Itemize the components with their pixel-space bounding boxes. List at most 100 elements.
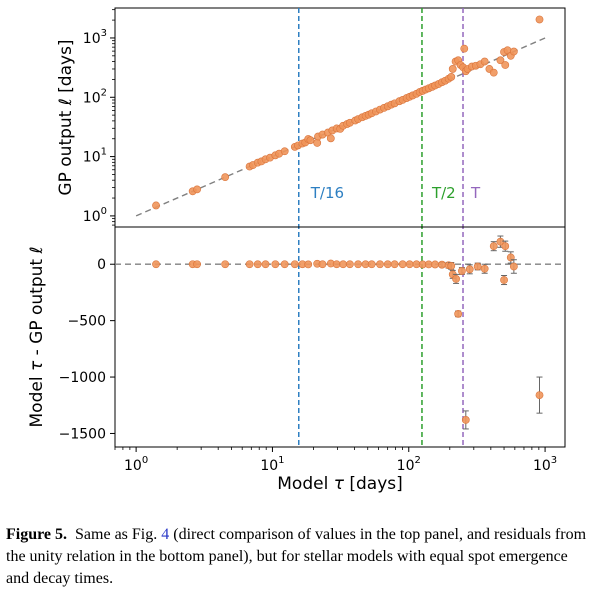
bottom-point-48: [535, 391, 544, 400]
x-axis-label-unit: [days]: [344, 474, 403, 494]
top-point-24: [326, 134, 335, 143]
vline-label-2: T/2: [431, 184, 456, 202]
bottom-point-3: [193, 260, 201, 269]
top-point-20: [313, 139, 322, 147]
vline-label-1: T/16: [310, 184, 344, 202]
bottom-point-42: [489, 242, 498, 251]
axis-labels: Model τ [days]GP output ℓ [days]Model τ …: [27, 39, 403, 494]
bottom-point-37: [458, 267, 466, 275]
bottom-xtick-label-2: 101: [260, 455, 284, 474]
bottom-point-41: [480, 264, 489, 273]
bottom-y-axis-label-mid: - GP output: [27, 254, 47, 361]
bottom-point-47: [509, 262, 518, 271]
top-point-74: [496, 56, 505, 65]
bottom-point-31: [438, 260, 446, 269]
bottom-xtick-label-4: 103: [533, 455, 557, 474]
top-point-19: [306, 136, 315, 145]
vline-label-3: T: [470, 184, 481, 202]
bottom-xtick-label-2-base: 10: [260, 458, 278, 474]
bottom-point-33: [447, 262, 456, 270]
bottom-xtick-label-2-exponent: 1: [278, 455, 284, 466]
bottom-point-23: [383, 260, 392, 269]
top-point-79: [509, 47, 518, 56]
figure-caption: Figure 5. Same as Fig. 4 (direct compari…: [6, 524, 590, 590]
bottom-point-12: [304, 260, 313, 269]
top-ytick-label-1-base: 10: [83, 209, 101, 225]
top-y-axis-label: GP output ℓ [days]: [56, 39, 76, 195]
bottom-plot-frame: [114, 226, 566, 448]
bottom-xtick-label-1-base: 10: [124, 458, 142, 474]
bottom-xtick-label-3-base: 10: [397, 458, 415, 474]
bottom-ytick-label-2: −500: [68, 314, 106, 330]
bottom-xtick-label-3-exponent: 2: [414, 455, 420, 466]
bottom-point-21: [367, 260, 376, 269]
top-ytick-label-4-exponent: 3: [101, 28, 107, 39]
top-ytick-label-4: 103: [83, 28, 107, 47]
bottom-point-16: [332, 260, 341, 269]
bottom-point-25: [398, 260, 407, 269]
top-ytick-label-3-exponent: 2: [101, 87, 107, 98]
top-point-1: [152, 201, 160, 210]
top-point-71: [480, 57, 489, 66]
top-point-65: [460, 44, 469, 53]
bottom-point-22: [376, 260, 384, 269]
bottom-point-19: [354, 260, 363, 269]
bottom-xtick-label-4-base: 10: [533, 458, 551, 474]
caption-text-start: Same as Fig.: [75, 526, 162, 543]
bottom-point-17: [339, 260, 348, 269]
bottom-ytick-label-1: 0: [97, 257, 106, 273]
bottom-point-10: [290, 260, 299, 269]
top-ytick-label-1: 100: [83, 206, 107, 225]
bottom-y-axis-label-symbol2: ℓ: [27, 247, 47, 255]
bottom-y-axis-label-symbol: τ: [27, 360, 47, 371]
top-point-60: [448, 65, 457, 73]
top-point-3: [193, 185, 201, 194]
top-ytick-label-2-exponent: 1: [101, 147, 107, 158]
top-point-13: [280, 147, 289, 156]
bottom-point-39: [465, 265, 474, 274]
top-point-59: [447, 73, 456, 81]
bottom-point-14: [318, 260, 327, 269]
top-point-73: [489, 68, 498, 77]
bottom-point-24: [390, 260, 399, 269]
bottom-point-45: [501, 242, 510, 251]
x-axis-label: Model τ [days]: [277, 474, 403, 494]
x-axis-label-symbol: τ: [334, 474, 345, 494]
bottom-point-44: [500, 276, 508, 284]
bottom-point-4: [221, 260, 230, 269]
top-ytick-label-1-exponent: 0: [101, 206, 107, 217]
caption-figure-label: Figure 5.: [6, 526, 68, 543]
top-ytick-label-3: 102: [83, 87, 107, 106]
bottom-xtick-label-1: 100: [124, 455, 148, 474]
top-y-axis-label-symbol: ℓ: [56, 98, 76, 106]
bottom-y-axis-label-text: Model: [27, 371, 47, 427]
top-point-76: [501, 61, 510, 69]
bottom-point-1: [152, 260, 160, 269]
bottom-xtick-label-3: 102: [397, 455, 421, 474]
bottom-point-18: [345, 260, 354, 269]
bottom-point-5: [245, 260, 254, 269]
bottom-point-40: [473, 262, 482, 271]
top-point-4: [221, 173, 230, 182]
bottom-point-35: [452, 274, 460, 283]
bottom-point-26: [405, 260, 414, 269]
x-axis-label-text: Model: [277, 474, 333, 494]
bottom-ytick-label-4: −1500: [59, 426, 106, 442]
top-y-axis-label-unit: [days]: [56, 39, 76, 98]
bottom-point-8: [271, 260, 280, 269]
top-point-80: [535, 15, 544, 24]
bottom-point-6: [253, 260, 262, 269]
top-ytick-label-4-base: 10: [83, 31, 101, 47]
bottom-point-7: [261, 260, 270, 269]
bottom-point-36: [454, 309, 463, 318]
top-y-axis-label-text: GP output: [56, 105, 76, 195]
bottom-point-9: [280, 260, 289, 269]
bottom-point-30: [431, 260, 439, 269]
bottom-xtick-label-1-exponent: 0: [142, 455, 148, 466]
caption-text-end: (direct comparison of values in the top …: [6, 526, 587, 587]
bottom-ytick-label-3: −1000: [59, 370, 106, 386]
caption-figure-reference[interactable]: 4: [161, 526, 170, 543]
